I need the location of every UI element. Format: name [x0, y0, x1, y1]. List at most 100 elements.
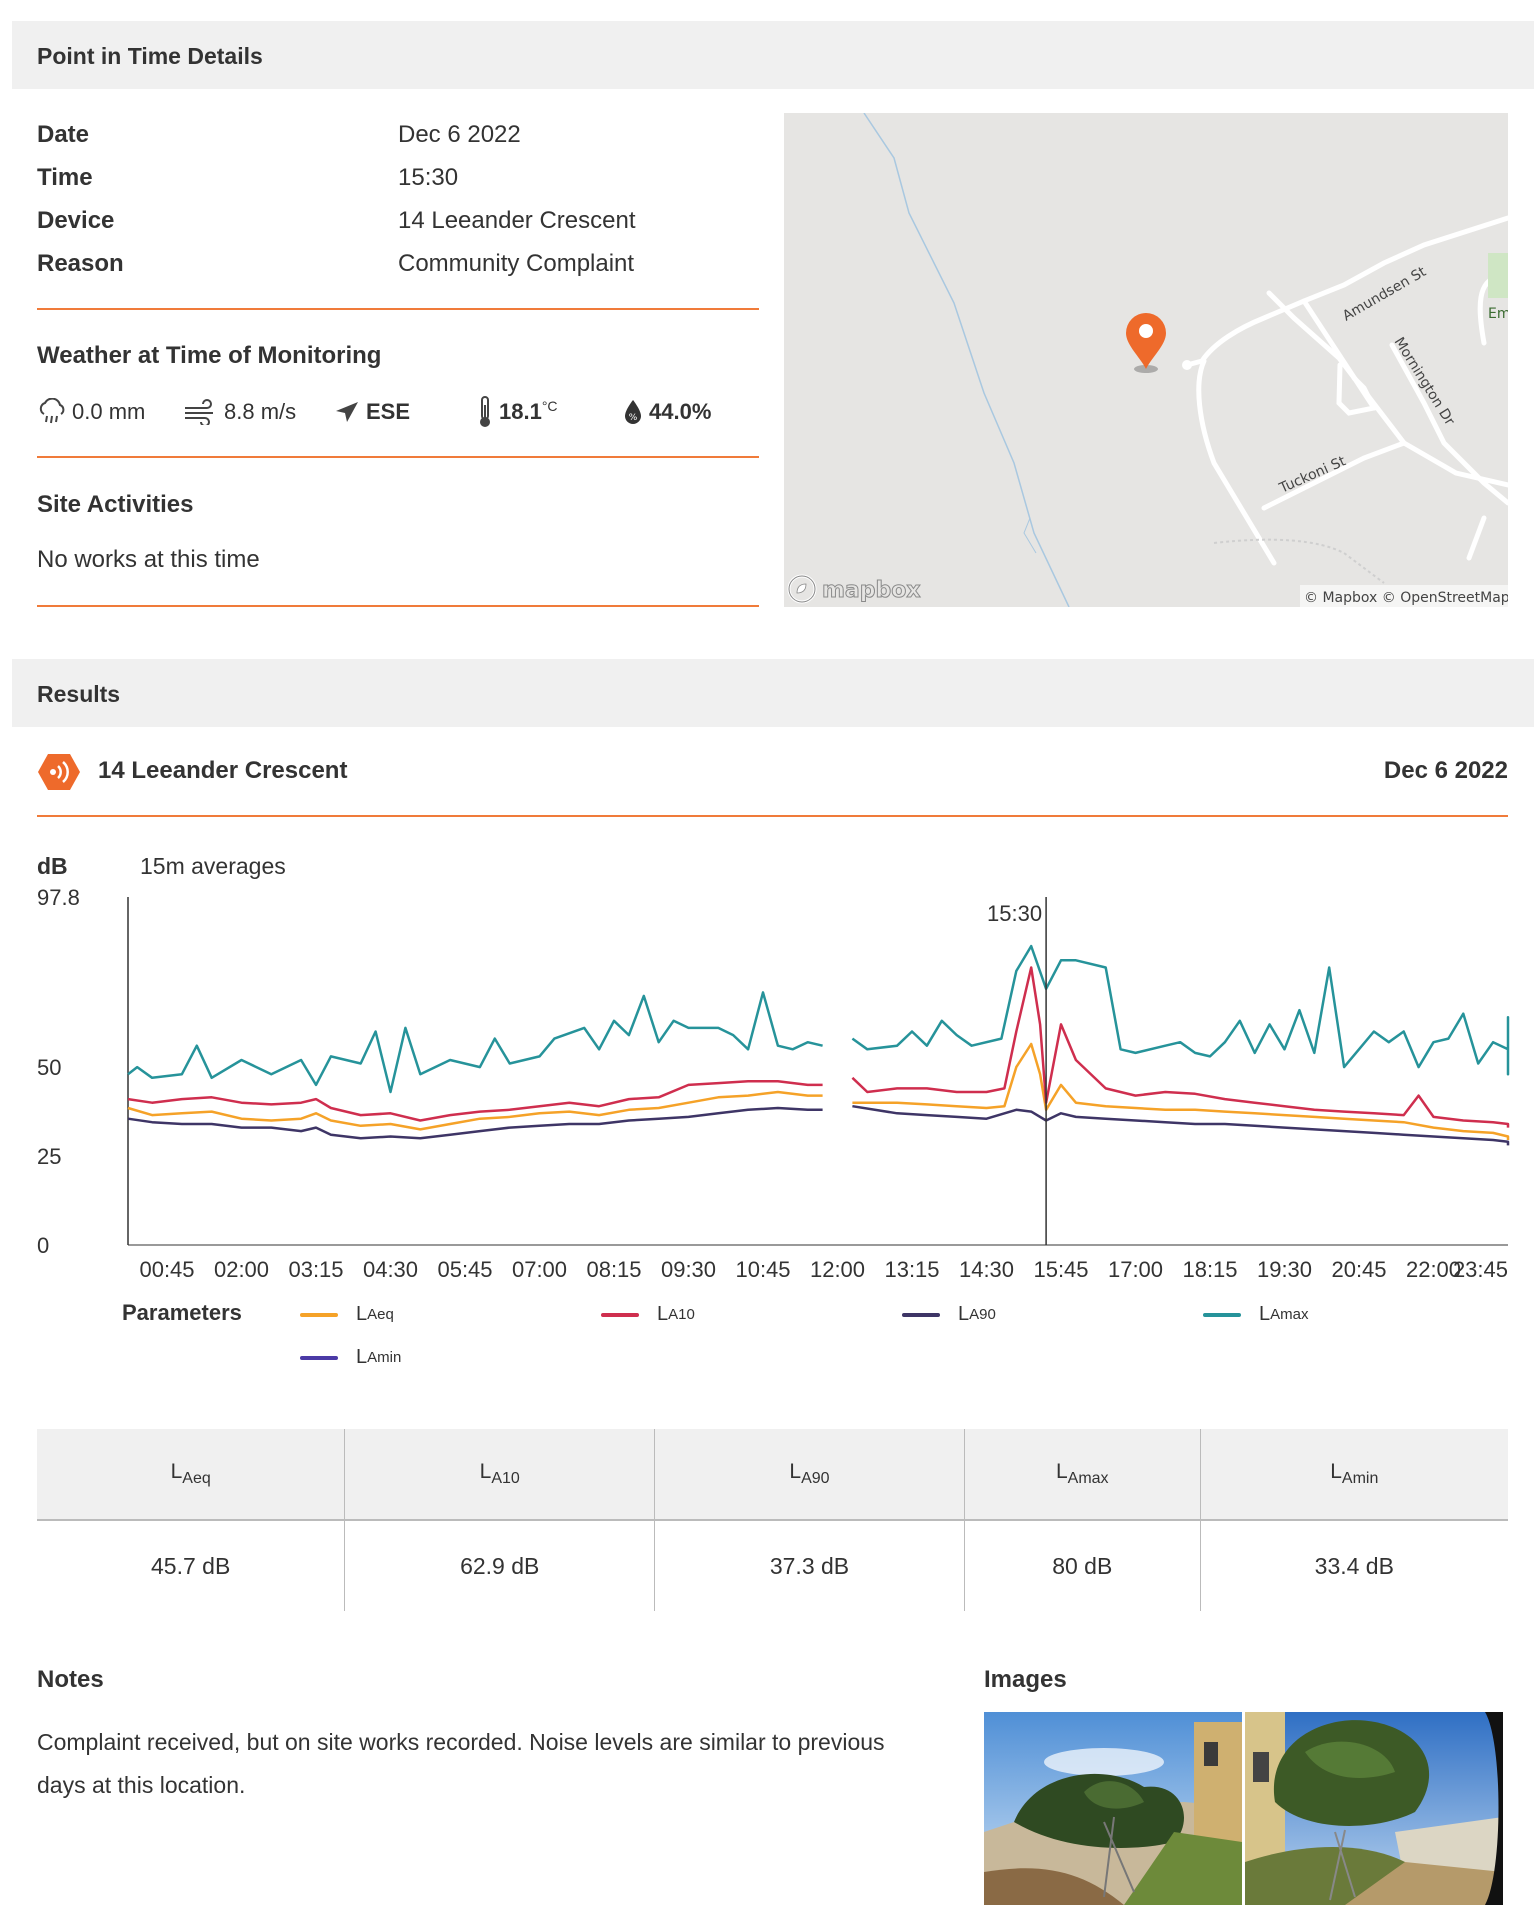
table-cell-la90: 37.3 dB	[654, 1520, 965, 1611]
y-tick-label: 97.8	[37, 885, 80, 910]
street-label-em: Em	[1488, 306, 1508, 322]
table-header-la10: LA10	[344, 1429, 655, 1521]
temperature-value: 18.1	[499, 399, 542, 424]
weather-heading: Weather at Time of Monitoring	[37, 342, 382, 369]
rain-reading: 0.0 mm	[37, 395, 145, 429]
x-tick-label: 04:30	[363, 1257, 418, 1282]
temperature-unit: °C	[541, 398, 558, 414]
map-pin-icon[interactable]	[1126, 313, 1166, 373]
legend-swatch-laeq	[300, 1312, 338, 1317]
reason-value: Community Complaint	[398, 250, 635, 277]
x-tick-label: 02:00	[214, 1257, 269, 1282]
site-photo-2[interactable]	[1245, 1712, 1503, 1905]
thermometer-icon	[480, 396, 490, 427]
result-device-name: 14 Leeander Crescent	[98, 757, 348, 784]
x-tick-label: 17:00	[1108, 1257, 1163, 1282]
y-tick-label: 25	[37, 1144, 61, 1169]
location-map[interactable]: Em Amundsen St Mornington Dr Tuckoni St …	[784, 113, 1508, 607]
x-tick-label: 18:15	[1182, 1257, 1237, 1282]
site-activities-heading: Site Activities	[37, 491, 194, 518]
map-attribution[interactable]: © Mapbox © OpenStreetMap	[1304, 590, 1508, 606]
x-tick-label: 14:30	[959, 1257, 1014, 1282]
creek-line	[863, 113, 1070, 607]
park-area	[1488, 253, 1508, 298]
noise-chart[interactable]: 0 25 50 97.8 00:45 02:00 03:15 04:30 05:45 07:00…	[0, 880, 1534, 1320]
time-value: 15:30	[398, 164, 459, 191]
legend-la10[interactable]: L A10	[601, 1303, 695, 1326]
x-tick-label: 08:15	[586, 1257, 641, 1282]
table-cell-lamax: 80 dB	[963, 1520, 1201, 1611]
x-tick-label: 09:30	[661, 1257, 716, 1282]
y-tick-label: 50	[37, 1055, 61, 1080]
wind-direction-value: ESE	[366, 399, 411, 424]
legend-title: Parameters	[122, 1300, 242, 1325]
device-value: 14 Leeander Crescent	[398, 207, 636, 234]
mapbox-logo-icon[interactable]: mapbox	[787, 574, 921, 604]
x-tick-label: 00:45	[139, 1257, 194, 1282]
x-tick-label: 22:00	[1406, 1257, 1461, 1282]
legend-laeq[interactable]: L Aeq	[300, 1303, 394, 1326]
wind-direction-arrow-icon	[336, 402, 358, 422]
wind-speed-reading: 8.8 m/s	[183, 395, 296, 429]
series-line-a10[interactable]	[851, 966, 1510, 1128]
table-row: 45.7 dB 62.9 dB 37.3 dB 80 dB 33.4 dB	[37, 1520, 1508, 1611]
series-line-a90[interactable]	[852, 1104, 1510, 1146]
device-label: Device	[37, 207, 115, 234]
series-line-amax[interactable]	[851, 944, 1510, 1076]
x-tick-label: 20:45	[1331, 1257, 1386, 1282]
x-tick-label: 05:45	[437, 1257, 492, 1282]
series-line-a90[interactable]	[127, 1106, 823, 1140]
date-label: Date	[37, 121, 90, 148]
series-line-a10[interactable]	[127, 1080, 823, 1122]
legend-swatch-lamax	[1203, 1312, 1241, 1317]
temperature-reading: 18.1 °C	[476, 395, 558, 429]
legend-lamin[interactable]: L Amin	[300, 1346, 401, 1369]
results-header: Results	[12, 659, 1534, 727]
results-heading: Results	[37, 681, 121, 707]
table-header-la90: LA90	[654, 1429, 965, 1521]
legend-lamax[interactable]: L Amax	[1203, 1303, 1308, 1326]
noise-monitor-icon	[38, 754, 80, 790]
street-label-amundsen: Amundsen St	[1340, 264, 1429, 325]
details-header: Point in Time Details	[12, 21, 1534, 89]
x-tick-label: 15:45	[1033, 1257, 1088, 1282]
x-tick-label: 10:45	[735, 1257, 790, 1282]
table-header-lamin: LAmin	[1199, 1429, 1508, 1521]
y-tick-label: 0	[37, 1233, 49, 1258]
svg-text:mapbox: mapbox	[822, 578, 921, 603]
humidity-drop-icon: %	[625, 400, 641, 424]
series-line-aeq[interactable]	[127, 1090, 823, 1131]
notes-heading: Notes	[37, 1666, 104, 1693]
table-header-laeq: LAeq	[37, 1429, 345, 1521]
series-line-aeq[interactable]	[852, 1042, 1510, 1140]
wind-direction-reading: ESE	[333, 395, 410, 429]
legend-la90[interactable]: L A90	[902, 1303, 996, 1326]
rain-cloud-icon	[39, 398, 65, 424]
x-tick-label: 07:00	[512, 1257, 567, 1282]
humidity-reading: % 44.0%	[622, 395, 711, 429]
chart-y-axis-label: dB	[37, 853, 68, 879]
legend-swatch-la10	[601, 1312, 639, 1317]
x-tick-label: 03:15	[288, 1257, 343, 1282]
details-heading: Point in Time Details	[37, 43, 263, 69]
divider	[37, 815, 1508, 817]
results-table: LAeq LA10 LA90 LAmax LAmin 45.7 dB 62.9 …	[37, 1429, 1508, 1611]
divider	[37, 308, 759, 310]
site-photo-1[interactable]	[984, 1712, 1242, 1905]
images-heading: Images	[984, 1666, 1067, 1693]
wind-speed-value: 8.8 m/s	[224, 399, 297, 424]
time-marker-label: 15:30	[987, 901, 1042, 926]
reason-label: Reason	[37, 250, 124, 277]
site-activities-text: No works at this time	[37, 546, 260, 573]
legend-swatch-la90	[902, 1312, 940, 1317]
x-tick-label: 13:15	[884, 1257, 939, 1282]
x-tick-label: 23:45	[1453, 1257, 1508, 1282]
divider	[37, 605, 759, 607]
street-label-tuckoni: Tuckoni St	[1276, 453, 1349, 497]
notes-text: Complaint received, but on site works re…	[37, 1729, 885, 1798]
table-cell-la10: 62.9 dB	[344, 1520, 655, 1611]
table-cell-lamin: 33.4 dB	[1199, 1520, 1508, 1611]
result-date: Dec 6 2022	[1383, 757, 1508, 784]
chart-subtitle: 15m averages	[140, 853, 286, 879]
series-line-amax[interactable]	[127, 991, 823, 1094]
